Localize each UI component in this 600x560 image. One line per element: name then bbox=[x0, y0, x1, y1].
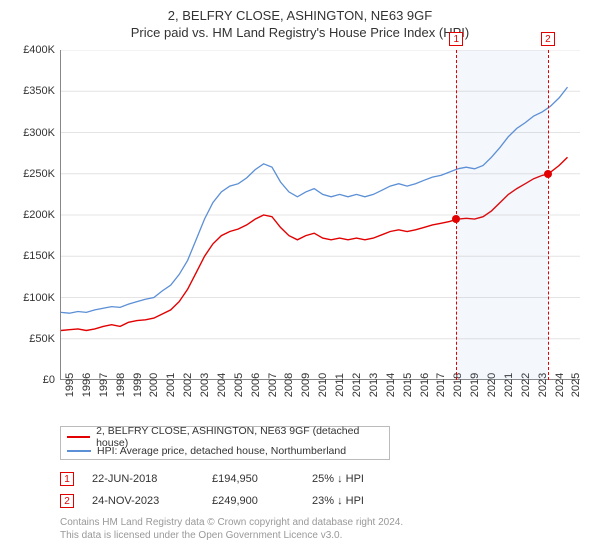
legend-label: HPI: Average price, detached house, Nort… bbox=[97, 445, 346, 457]
transaction-price: £249,900 bbox=[212, 495, 312, 507]
x-axis-label: 2024 bbox=[554, 373, 566, 397]
legend: 2, BELFRY CLOSE, ASHINGTON, NE63 9GF (de… bbox=[60, 426, 390, 460]
footer-line: Contains HM Land Registry data © Crown c… bbox=[60, 516, 403, 529]
x-axis-label: 1999 bbox=[132, 373, 144, 397]
x-axis-label: 2003 bbox=[199, 373, 211, 397]
x-axis-label: 2006 bbox=[250, 373, 262, 397]
y-axis-label: £250K bbox=[23, 168, 55, 180]
y-axis-label: £50K bbox=[29, 333, 55, 345]
chart-subtitle: Price paid vs. HM Land Registry's House … bbox=[0, 25, 600, 40]
x-axis-label: 1997 bbox=[98, 373, 110, 397]
shaded-region bbox=[456, 50, 548, 380]
x-axis-label: 2001 bbox=[165, 373, 177, 397]
legend-swatch bbox=[67, 436, 90, 438]
transaction-callout: 2 bbox=[541, 32, 555, 46]
legend-item-price-paid: 2, BELFRY CLOSE, ASHINGTON, NE63 9GF (de… bbox=[67, 430, 383, 444]
x-axis-label: 2005 bbox=[233, 373, 245, 397]
x-axis-label: 2025 bbox=[570, 373, 582, 397]
table-row: 1 22-JUN-2018 £194,950 25% ↓ HPI bbox=[60, 468, 412, 490]
transaction-point bbox=[544, 170, 552, 178]
x-axis-label: 2016 bbox=[419, 373, 431, 397]
x-axis-label: 1998 bbox=[115, 373, 127, 397]
table-row: 2 24-NOV-2023 £249,900 23% ↓ HPI bbox=[60, 490, 412, 512]
transaction-table: 1 22-JUN-2018 £194,950 25% ↓ HPI 2 24-NO… bbox=[60, 468, 412, 512]
y-axis-label: £350K bbox=[23, 85, 55, 97]
transaction-point bbox=[452, 215, 460, 223]
x-axis-label: 2004 bbox=[216, 373, 228, 397]
y-axis-label: £100K bbox=[23, 292, 55, 304]
chart-area: £0£50K£100K£150K£200K£250K£300K£350K£400… bbox=[60, 50, 580, 380]
transaction-callout: 1 bbox=[449, 32, 463, 46]
x-axis-label: 2007 bbox=[267, 373, 279, 397]
transaction-vs-hpi: 23% ↓ HPI bbox=[312, 495, 412, 507]
transaction-vline bbox=[548, 50, 549, 380]
x-axis-label: 2009 bbox=[300, 373, 312, 397]
footer-line: This data is licensed under the Open Gov… bbox=[60, 529, 403, 542]
x-axis-label: 2002 bbox=[182, 373, 194, 397]
x-axis-label: 1995 bbox=[64, 373, 76, 397]
y-axis-label: £400K bbox=[23, 44, 55, 56]
footer-attribution: Contains HM Land Registry data © Crown c… bbox=[60, 516, 403, 542]
transaction-vs-hpi: 25% ↓ HPI bbox=[312, 473, 412, 485]
x-axis-label: 1996 bbox=[81, 373, 93, 397]
x-axis-label: 2011 bbox=[334, 373, 346, 397]
transaction-date: 22-JUN-2018 bbox=[92, 473, 212, 485]
transaction-price: £194,950 bbox=[212, 473, 312, 485]
marker-badge: 2 bbox=[60, 494, 74, 508]
x-axis-label: 2014 bbox=[385, 373, 397, 397]
x-axis-label: 2010 bbox=[317, 373, 329, 397]
x-axis-label: 2013 bbox=[368, 373, 380, 397]
y-axis-label: £150K bbox=[23, 250, 55, 262]
x-axis-label: 2012 bbox=[351, 373, 363, 397]
x-axis-label: 2000 bbox=[148, 373, 160, 397]
y-axis-label: £0 bbox=[43, 374, 55, 386]
chart-title: 2, BELFRY CLOSE, ASHINGTON, NE63 9GF bbox=[0, 8, 600, 23]
marker-badge: 1 bbox=[60, 472, 74, 486]
legend-item-hpi: HPI: Average price, detached house, Nort… bbox=[67, 444, 383, 458]
x-axis-label: 2015 bbox=[402, 373, 414, 397]
y-axis-label: £200K bbox=[23, 209, 55, 221]
x-axis-label: 2008 bbox=[283, 373, 295, 397]
transaction-date: 24-NOV-2023 bbox=[92, 495, 212, 507]
y-axis-label: £300K bbox=[23, 127, 55, 139]
legend-swatch bbox=[67, 450, 91, 452]
x-axis-label: 2017 bbox=[435, 373, 447, 397]
